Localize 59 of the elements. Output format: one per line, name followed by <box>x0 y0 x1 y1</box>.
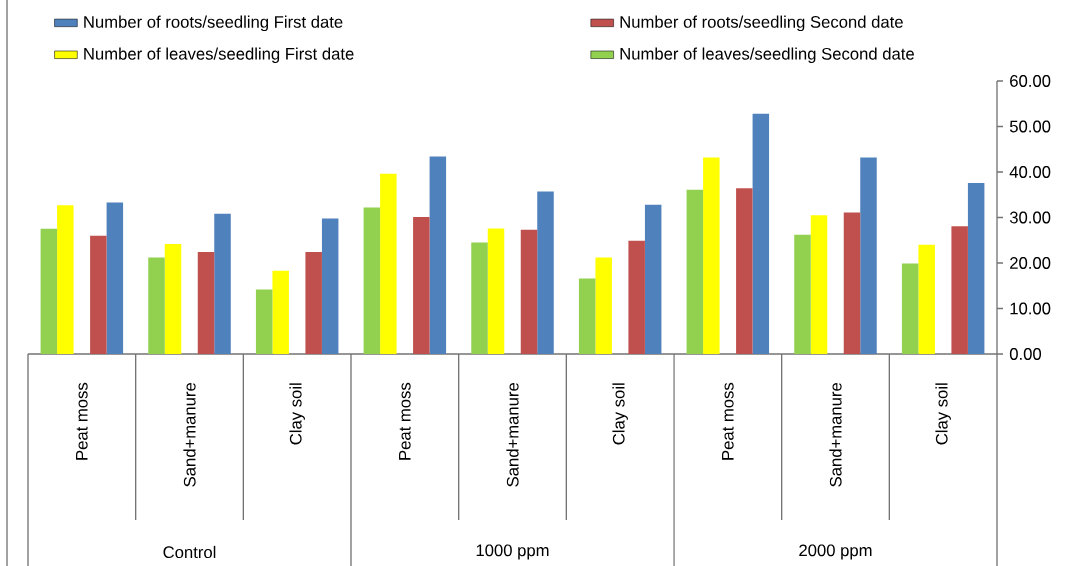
text: 1000 ppm <box>476 544 549 560</box>
bar <box>321 218 339 354</box>
text: 2000 ppm <box>799 544 872 560</box>
bar <box>520 229 538 354</box>
y-tick-label: 10.00 <box>1010 302 1051 315</box>
bar <box>810 215 828 354</box>
bar <box>967 182 985 354</box>
y-tick-label: 60.00 <box>1010 75 1051 87</box>
legend-label: Number of roots/seedling Second date <box>620 15 903 32</box>
bar <box>363 207 381 354</box>
bar <box>429 156 447 354</box>
text: Control <box>163 545 216 559</box>
bar <box>736 188 753 354</box>
bar <box>686 189 704 354</box>
bar <box>843 212 861 354</box>
bar <box>106 202 124 354</box>
x-tick-label: Sand+manure <box>183 383 196 487</box>
bar <box>595 257 612 354</box>
legend-label: Number of leaves/seedling Second date <box>620 47 914 64</box>
bar <box>752 113 770 354</box>
x-tick-label: Peat moss <box>76 382 88 460</box>
y-tick-label: 40.00 <box>1009 166 1051 178</box>
bar <box>628 240 645 354</box>
bar <box>578 278 596 354</box>
legend-label: Number of leaves/seedling First date <box>84 47 354 64</box>
x-tick-label: Clay soil <box>289 383 305 445</box>
bar <box>380 173 397 354</box>
bar <box>164 243 182 354</box>
bar <box>901 263 919 354</box>
y-tick-label: 30.00 <box>1009 211 1051 224</box>
x-tick-label: Clay soil <box>935 383 951 445</box>
bar <box>148 257 165 354</box>
x-tick-label: Peat moss <box>722 382 734 460</box>
bar <box>255 289 273 354</box>
bar <box>703 157 720 354</box>
bar <box>794 234 811 354</box>
bar <box>487 228 505 354</box>
x-tick-label: Peat moss <box>399 382 411 460</box>
bar <box>644 204 662 354</box>
x-tick-label: Sand+manure <box>829 383 842 487</box>
bar <box>951 226 968 354</box>
bar <box>214 213 231 354</box>
bar <box>860 157 877 354</box>
x-tick-label: Sand+manure <box>506 383 519 487</box>
bar <box>57 205 74 354</box>
bar <box>413 217 430 354</box>
bar <box>272 270 289 354</box>
y-tick-label: 20.00 <box>1010 257 1051 269</box>
bar <box>90 235 107 354</box>
bar <box>40 228 58 354</box>
bar <box>471 242 488 354</box>
bar <box>537 191 554 354</box>
y-tick-label: 0.00 <box>1009 348 1042 360</box>
bar <box>918 244 935 354</box>
bar <box>197 252 215 354</box>
bar <box>305 252 322 354</box>
x-tick-label: Clay soil <box>612 383 628 445</box>
legend-label: Number of roots/seedling First date <box>84 15 343 32</box>
y-tick-label: 50.00 <box>1009 120 1051 133</box>
